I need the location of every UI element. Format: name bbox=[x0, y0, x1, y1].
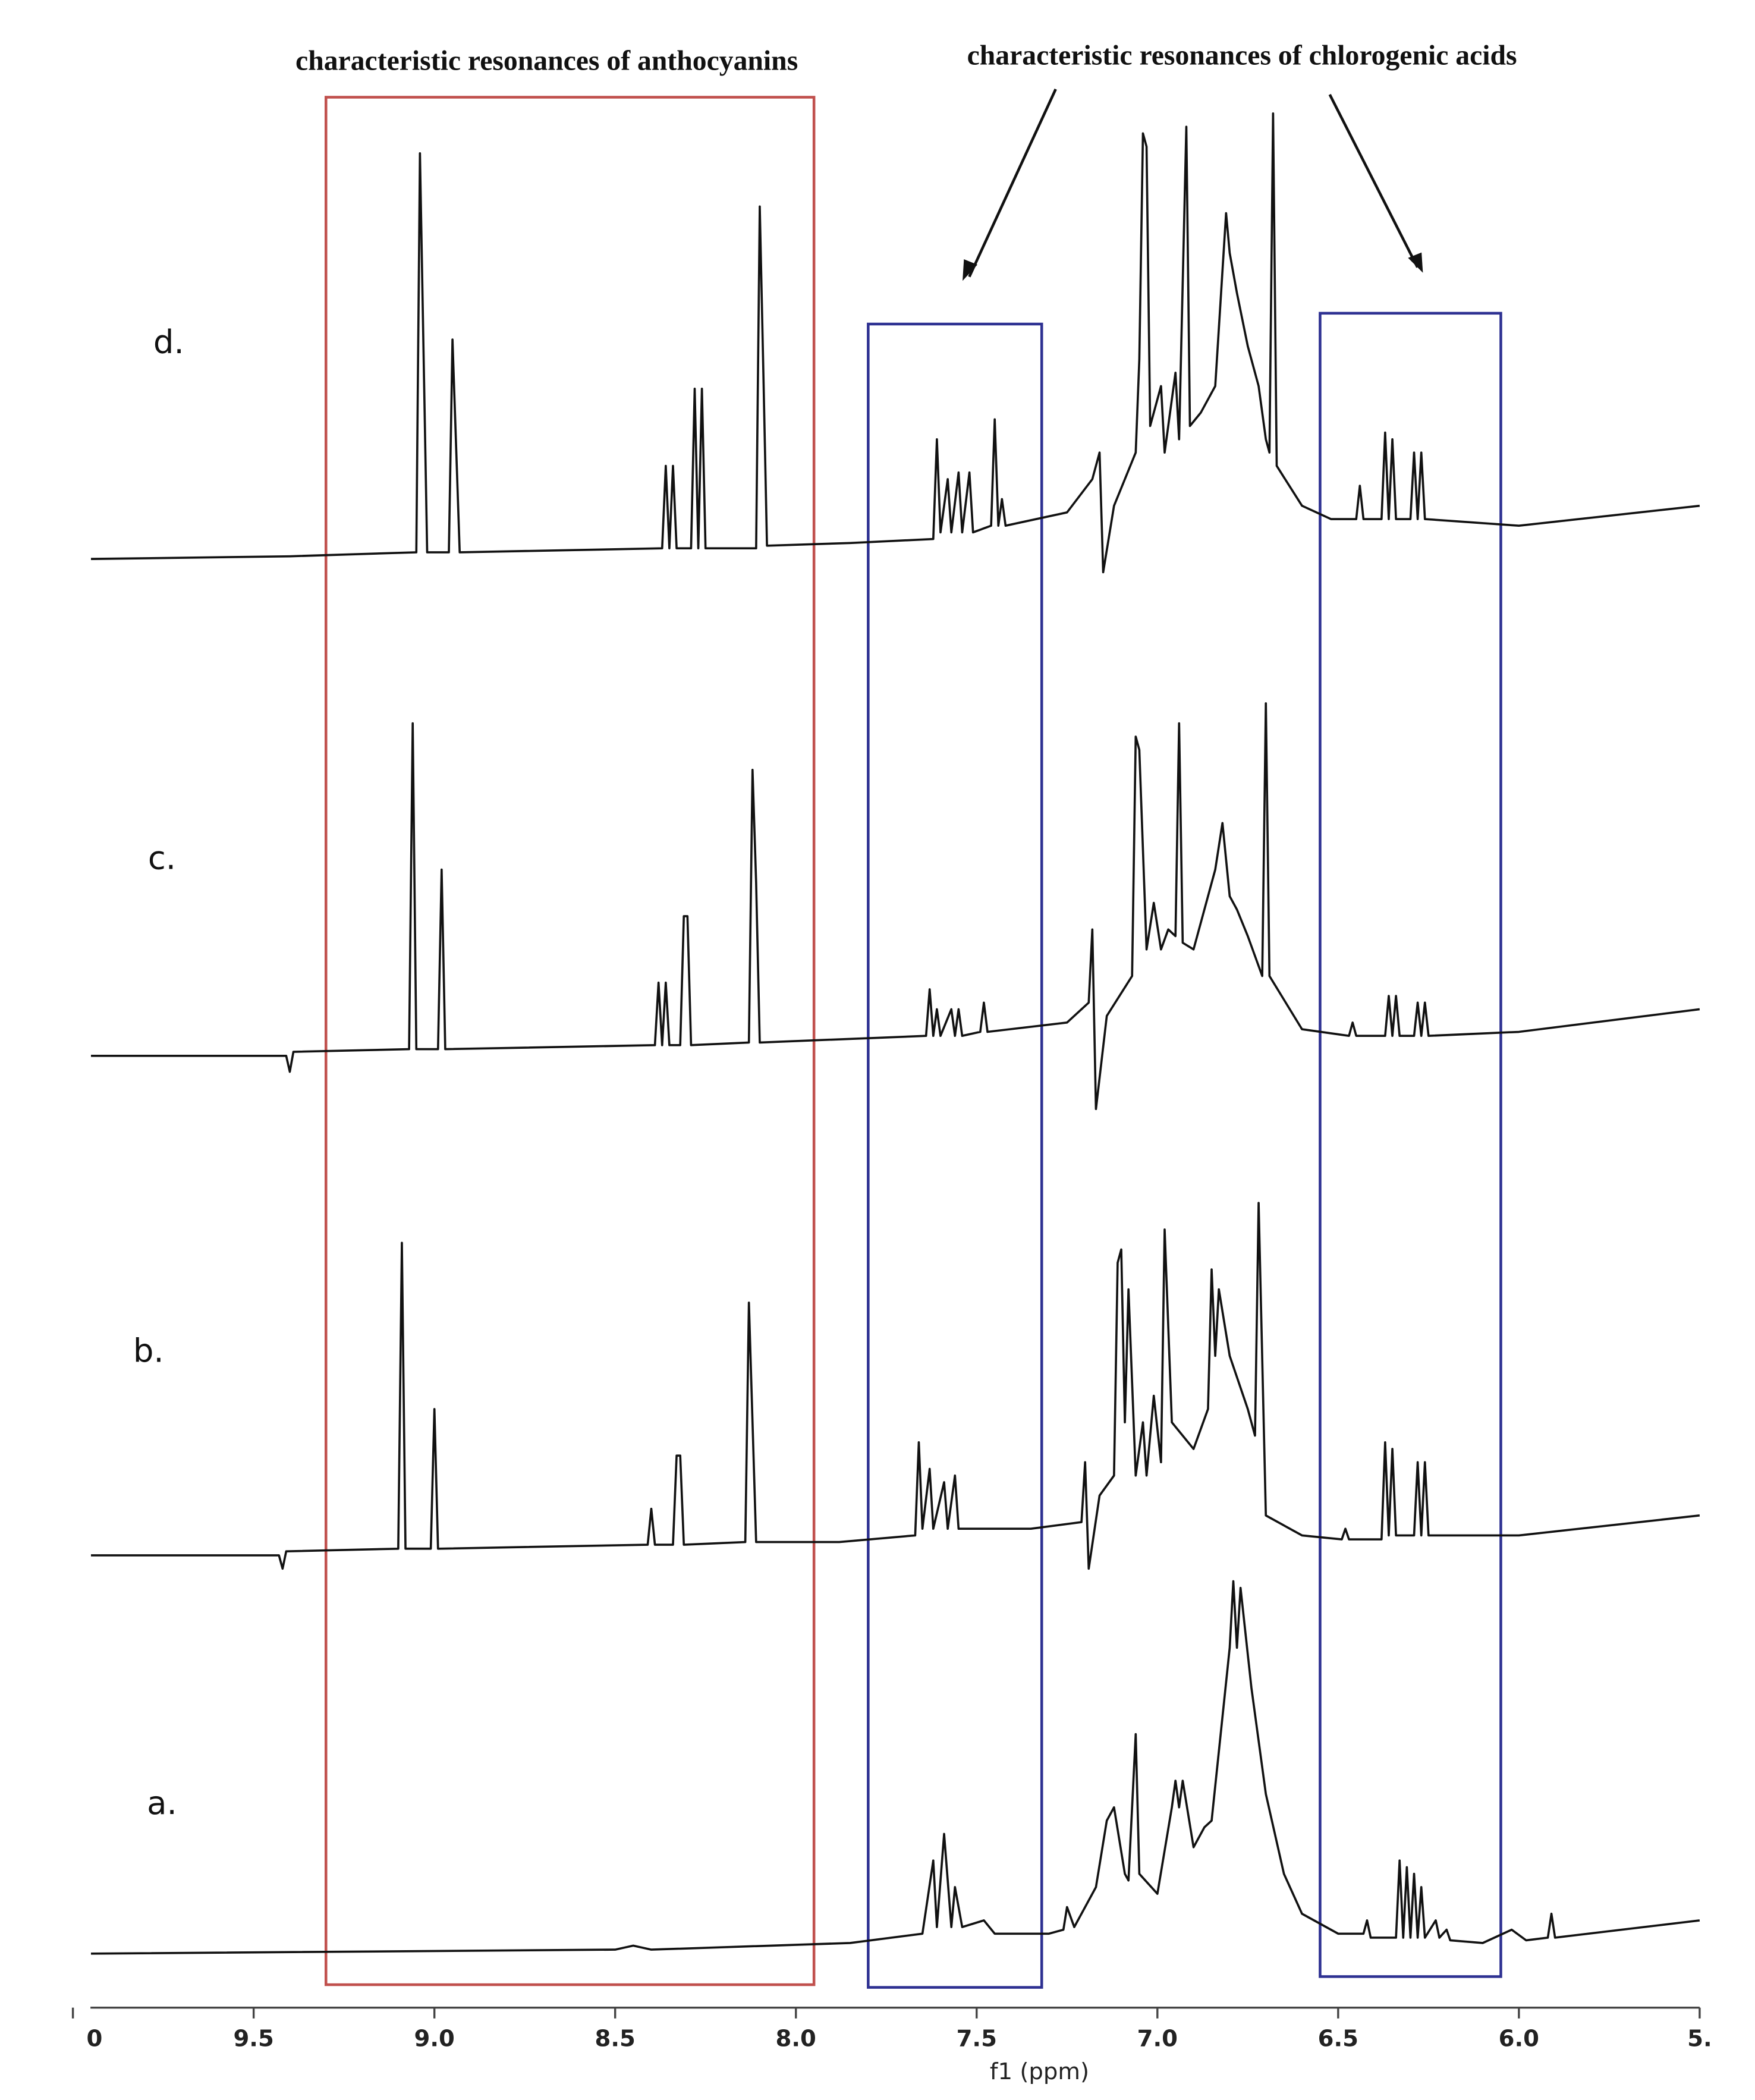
region-box bbox=[324, 96, 816, 1986]
x-tick-label: 9.0 bbox=[414, 2026, 454, 2052]
x-axis-title: f1 (ppm) bbox=[990, 2058, 1089, 2085]
x-tick-label: 9.5 bbox=[233, 2026, 273, 2052]
x-tick-label: 0 bbox=[87, 2026, 103, 2052]
x-tick-label: 5. bbox=[1687, 2026, 1712, 2052]
series-label: c. bbox=[148, 839, 176, 877]
series-label: d. bbox=[153, 323, 184, 361]
region-box bbox=[1319, 312, 1502, 1978]
arrow-head bbox=[1408, 252, 1423, 273]
x-tick-label: 7.5 bbox=[957, 2026, 997, 2052]
series-label: b. bbox=[133, 1331, 164, 1369]
arrow-head bbox=[963, 259, 978, 281]
region-box bbox=[867, 322, 1043, 1989]
x-tick-label: 6.5 bbox=[1318, 2026, 1358, 2052]
arrow bbox=[1328, 93, 1419, 268]
x-tick-label: 8.0 bbox=[776, 2026, 816, 2052]
spectrum-line bbox=[91, 1580, 1700, 1955]
spectrum-line bbox=[91, 1202, 1700, 1570]
series-label: a. bbox=[147, 1784, 177, 1822]
annotation-text: characteristic resonances of anthocyanin… bbox=[295, 46, 798, 77]
x-tick-label: 8.5 bbox=[595, 2026, 636, 2052]
spectrum-line bbox=[91, 112, 1700, 574]
x-tick-label: 7.0 bbox=[1137, 2026, 1178, 2052]
x-tick-label: 6.0 bbox=[1499, 2026, 1539, 2052]
annotation-text: characteristic resonances of chlorogenic… bbox=[967, 40, 1517, 71]
arrow bbox=[968, 88, 1057, 278]
spectrum-line bbox=[91, 702, 1700, 1111]
